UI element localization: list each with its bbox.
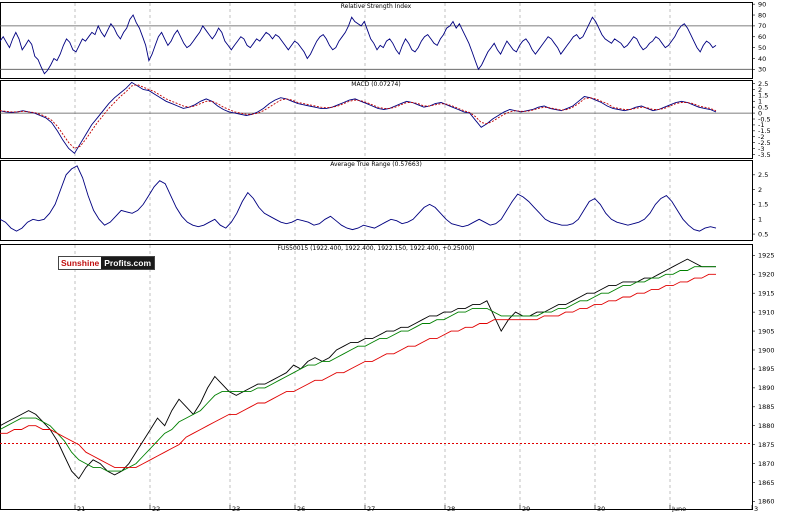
y-tick-label-1-0: 2.5 bbox=[758, 80, 768, 88]
x-tick-label-4: 27 bbox=[367, 505, 375, 512]
panel-frame-1 bbox=[0, 80, 753, 159]
y-tick-label-1-11: -3 bbox=[758, 145, 764, 153]
y-tick-label-1-3: 1 bbox=[758, 98, 762, 106]
y-tick-label-3-9: 1880 bbox=[758, 422, 775, 430]
panel-title-1: MACD (0.07274) bbox=[351, 81, 400, 88]
y-tick-label-3-3: 1910 bbox=[758, 308, 775, 316]
sunshine-profits-logo: Sunshine Profits.com bbox=[58, 256, 156, 270]
y-tick-label-1-12: -3.5 bbox=[758, 151, 771, 159]
y-tick-label-0-1: 40 bbox=[758, 55, 766, 63]
y-tick-label-2-2: 1.5 bbox=[758, 201, 768, 209]
x-tick-label-1: 22 bbox=[152, 505, 160, 512]
y-tick-label-3-0: 1925 bbox=[758, 252, 775, 260]
series-line-1-0 bbox=[0, 81, 717, 154]
panel-frame-2 bbox=[0, 160, 753, 241]
series-line-3-0 bbox=[0, 258, 716, 480]
y-tick-label-1-10: -2.5 bbox=[758, 139, 771, 147]
series-line-3-2 bbox=[0, 273, 716, 468]
y-tick-label-3-4: 1905 bbox=[758, 327, 775, 335]
y-tick-label-3-2: 1915 bbox=[758, 290, 775, 298]
logo-profits-text: Profits.com bbox=[101, 257, 155, 269]
series-line-1-1 bbox=[0, 84, 717, 150]
panel-title-0: Relative Strength Index bbox=[341, 3, 412, 10]
y-tick-label-0-4: 70 bbox=[758, 22, 766, 30]
y-tick-label-1-6: -0.5 bbox=[758, 115, 771, 123]
series-line-2-0 bbox=[0, 165, 717, 232]
x-tick-label-6: 29 bbox=[522, 505, 530, 512]
panel-title-3: FUS50015 (1922.400, 1922.400, 1922.150, … bbox=[278, 245, 475, 252]
y-tick-label-2-3: 1 bbox=[758, 216, 762, 224]
logo-sunshine-text: Sunshine bbox=[59, 257, 102, 269]
x-tick-label-3: 26 bbox=[297, 505, 305, 512]
panel-title-2: Average True Range (0.57663) bbox=[330, 161, 422, 168]
series-line-3-1 bbox=[0, 266, 716, 472]
y-tick-label-0-6: 90 bbox=[758, 0, 766, 8]
y-tick-label-3-11: 1870 bbox=[758, 460, 775, 468]
y-tick-label-3-6: 1895 bbox=[758, 365, 775, 373]
panel-frame-0 bbox=[0, 2, 753, 79]
y-tick-label-0-0: 30 bbox=[758, 66, 766, 74]
y-tick-label-3-12: 1865 bbox=[758, 479, 775, 487]
y-tick-label-1-5: 0 bbox=[758, 109, 762, 117]
y-tick-label-1-7: -1 bbox=[758, 121, 764, 129]
y-tick-label-3-10: 1875 bbox=[758, 441, 775, 449]
x-tick-label-9: 3 bbox=[754, 505, 758, 512]
y-tick-label-1-4: 0.5 bbox=[758, 103, 768, 111]
y-tick-label-1-1: 2 bbox=[758, 86, 762, 94]
y-tick-label-0-2: 50 bbox=[758, 44, 766, 52]
y-tick-label-3-1: 1920 bbox=[758, 271, 775, 279]
y-tick-label-1-8: -1.5 bbox=[758, 127, 771, 135]
y-tick-label-2-1: 2 bbox=[758, 186, 762, 194]
x-tick-label-0: 21 bbox=[77, 505, 85, 512]
x-tick-label-5: 28 bbox=[447, 505, 455, 512]
x-tick-label-2: 23 bbox=[232, 505, 240, 512]
y-tick-label-3-8: 1885 bbox=[758, 403, 775, 411]
y-tick-label-3-13: 1860 bbox=[758, 498, 775, 506]
y-tick-label-1-2: 1.5 bbox=[758, 92, 768, 100]
x-tick-label-7: 30 bbox=[597, 505, 605, 512]
y-tick-label-2-4: 0.5 bbox=[758, 230, 768, 238]
series-line-0-0 bbox=[0, 14, 717, 75]
y-tick-label-3-7: 1890 bbox=[758, 384, 775, 392]
y-tick-label-0-3: 60 bbox=[758, 33, 766, 41]
y-tick-label-3-5: 1900 bbox=[758, 346, 775, 354]
y-tick-label-0-5: 80 bbox=[758, 11, 766, 19]
x-tick-label-8: June bbox=[671, 505, 686, 512]
panel-frame-3 bbox=[0, 244, 753, 510]
y-tick-label-1-9: -2 bbox=[758, 133, 764, 141]
y-tick-label-2-0: 2.5 bbox=[758, 171, 768, 179]
